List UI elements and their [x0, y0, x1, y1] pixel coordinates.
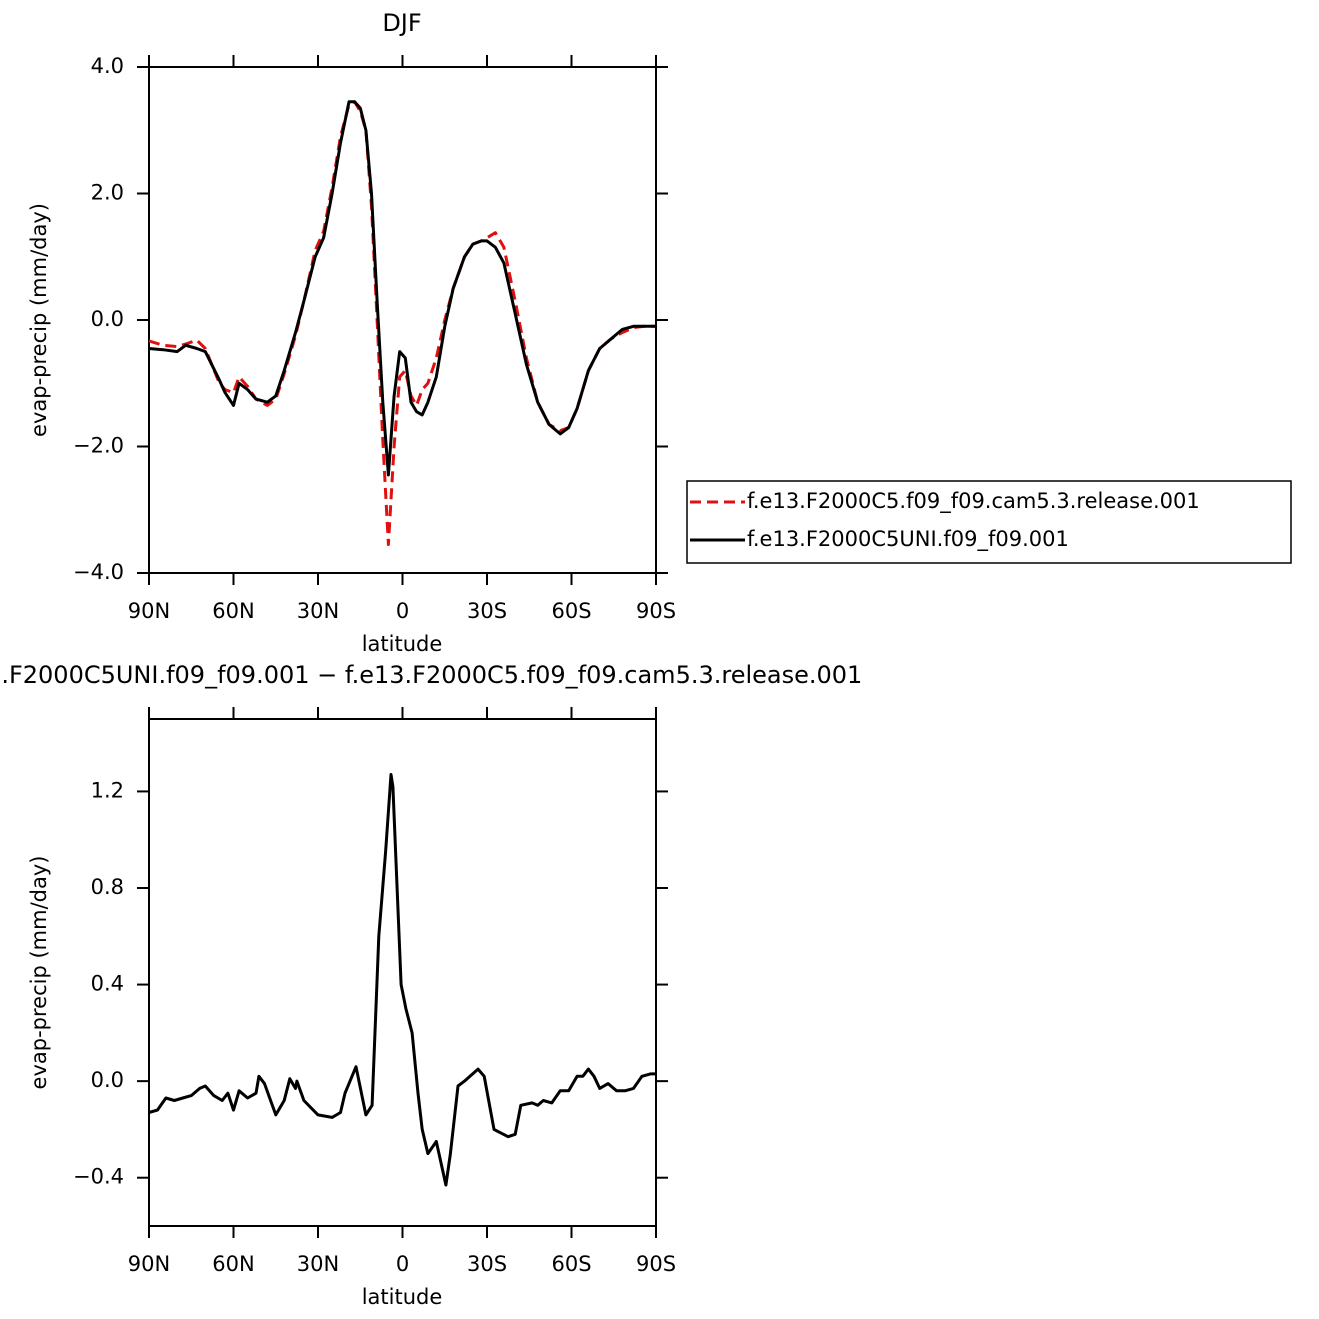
- y-tick-label: 0.0: [91, 1068, 124, 1092]
- y-axis-label: evap-precip (mm/day): [27, 856, 51, 1090]
- y-tick-label: 0.0: [91, 307, 124, 331]
- x-tick-label: 60N: [212, 1252, 254, 1276]
- x-tick-label: 60S: [551, 599, 591, 623]
- legend-label: f.e13.F2000C5.f09_f09.cam5.3.release.001: [747, 489, 1200, 514]
- x-tick-label: 90N: [128, 1252, 170, 1276]
- y-tick-label: −4.0: [73, 560, 124, 584]
- x-tick-label: 0: [396, 599, 409, 623]
- x-tick-label: 30N: [297, 599, 339, 623]
- plot-frame: [148, 718, 657, 1227]
- data-line: [148, 100, 656, 477]
- x-tick-label: 0: [396, 1252, 409, 1276]
- y-tick-label: 2.0: [91, 181, 124, 205]
- plot-frame: [148, 66, 657, 574]
- x-tick-label: 90S: [636, 599, 676, 623]
- x-tick-label: 90S: [636, 1252, 676, 1276]
- y-tick-label: −2.0: [73, 434, 124, 458]
- x-tick-label: 30S: [467, 1252, 507, 1276]
- y-axis-label: evap-precip (mm/day): [27, 203, 51, 437]
- x-axis-label: latitude: [362, 1285, 443, 1309]
- legend-label: f.e13.F2000C5UNI.f09_f09.001: [747, 527, 1069, 552]
- x-tick-label: 60S: [551, 1252, 591, 1276]
- x-axis-label: latitude: [362, 632, 443, 656]
- data-line: [148, 100, 656, 546]
- x-tick-label: 90N: [128, 599, 170, 623]
- data-line: [148, 773, 656, 1187]
- legend-box: [686, 480, 1292, 564]
- x-tick-label: 30S: [467, 599, 507, 623]
- y-tick-label: −0.4: [73, 1165, 124, 1189]
- y-tick-label: 0.8: [91, 875, 124, 899]
- x-tick-label: 30N: [297, 1252, 339, 1276]
- x-tick-label: 60N: [212, 599, 254, 623]
- chart-title: DJF: [382, 9, 421, 37]
- y-tick-label: 0.4: [91, 972, 124, 996]
- y-tick-label: 4.0: [91, 54, 124, 78]
- y-tick-label: 1.2: [91, 778, 124, 802]
- chart-title: f.e13.F2000C5UNI.f09_f09.001 − f.e13.F20…: [0, 661, 862, 689]
